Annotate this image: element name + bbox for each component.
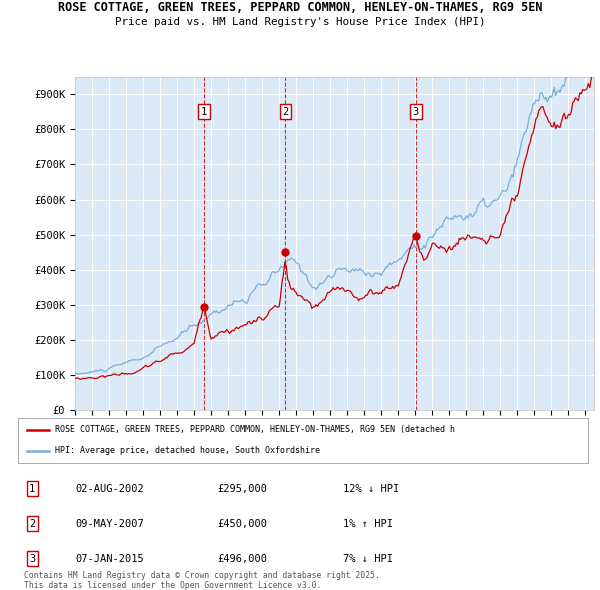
Text: £496,000: £496,000 bbox=[218, 554, 268, 563]
Text: £450,000: £450,000 bbox=[218, 519, 268, 529]
Text: 1: 1 bbox=[201, 107, 207, 117]
Text: Contains HM Land Registry data © Crown copyright and database right 2025.
This d: Contains HM Land Registry data © Crown c… bbox=[24, 571, 380, 590]
Text: 7% ↓ HPI: 7% ↓ HPI bbox=[343, 554, 393, 563]
Text: Price paid vs. HM Land Registry's House Price Index (HPI): Price paid vs. HM Land Registry's House … bbox=[115, 17, 485, 27]
Text: 3: 3 bbox=[413, 107, 419, 117]
Text: 12% ↓ HPI: 12% ↓ HPI bbox=[343, 484, 399, 493]
Text: 2: 2 bbox=[29, 519, 35, 529]
Text: 02-AUG-2002: 02-AUG-2002 bbox=[75, 484, 144, 493]
Text: 3: 3 bbox=[29, 554, 35, 563]
Text: ROSE COTTAGE, GREEN TREES, PEPPARD COMMON, HENLEY-ON-THAMES, RG9 5EN (detached h: ROSE COTTAGE, GREEN TREES, PEPPARD COMMO… bbox=[55, 425, 455, 434]
Text: 09-MAY-2007: 09-MAY-2007 bbox=[75, 519, 144, 529]
Text: £295,000: £295,000 bbox=[218, 484, 268, 493]
Text: ROSE COTTAGE, GREEN TREES, PEPPARD COMMON, HENLEY-ON-THAMES, RG9 5EN: ROSE COTTAGE, GREEN TREES, PEPPARD COMMO… bbox=[58, 1, 542, 14]
Text: 07-JAN-2015: 07-JAN-2015 bbox=[75, 554, 144, 563]
Text: 2: 2 bbox=[282, 107, 289, 117]
Text: 1% ↑ HPI: 1% ↑ HPI bbox=[343, 519, 393, 529]
Text: 1: 1 bbox=[29, 484, 35, 493]
Text: HPI: Average price, detached house, South Oxfordshire: HPI: Average price, detached house, Sout… bbox=[55, 447, 320, 455]
